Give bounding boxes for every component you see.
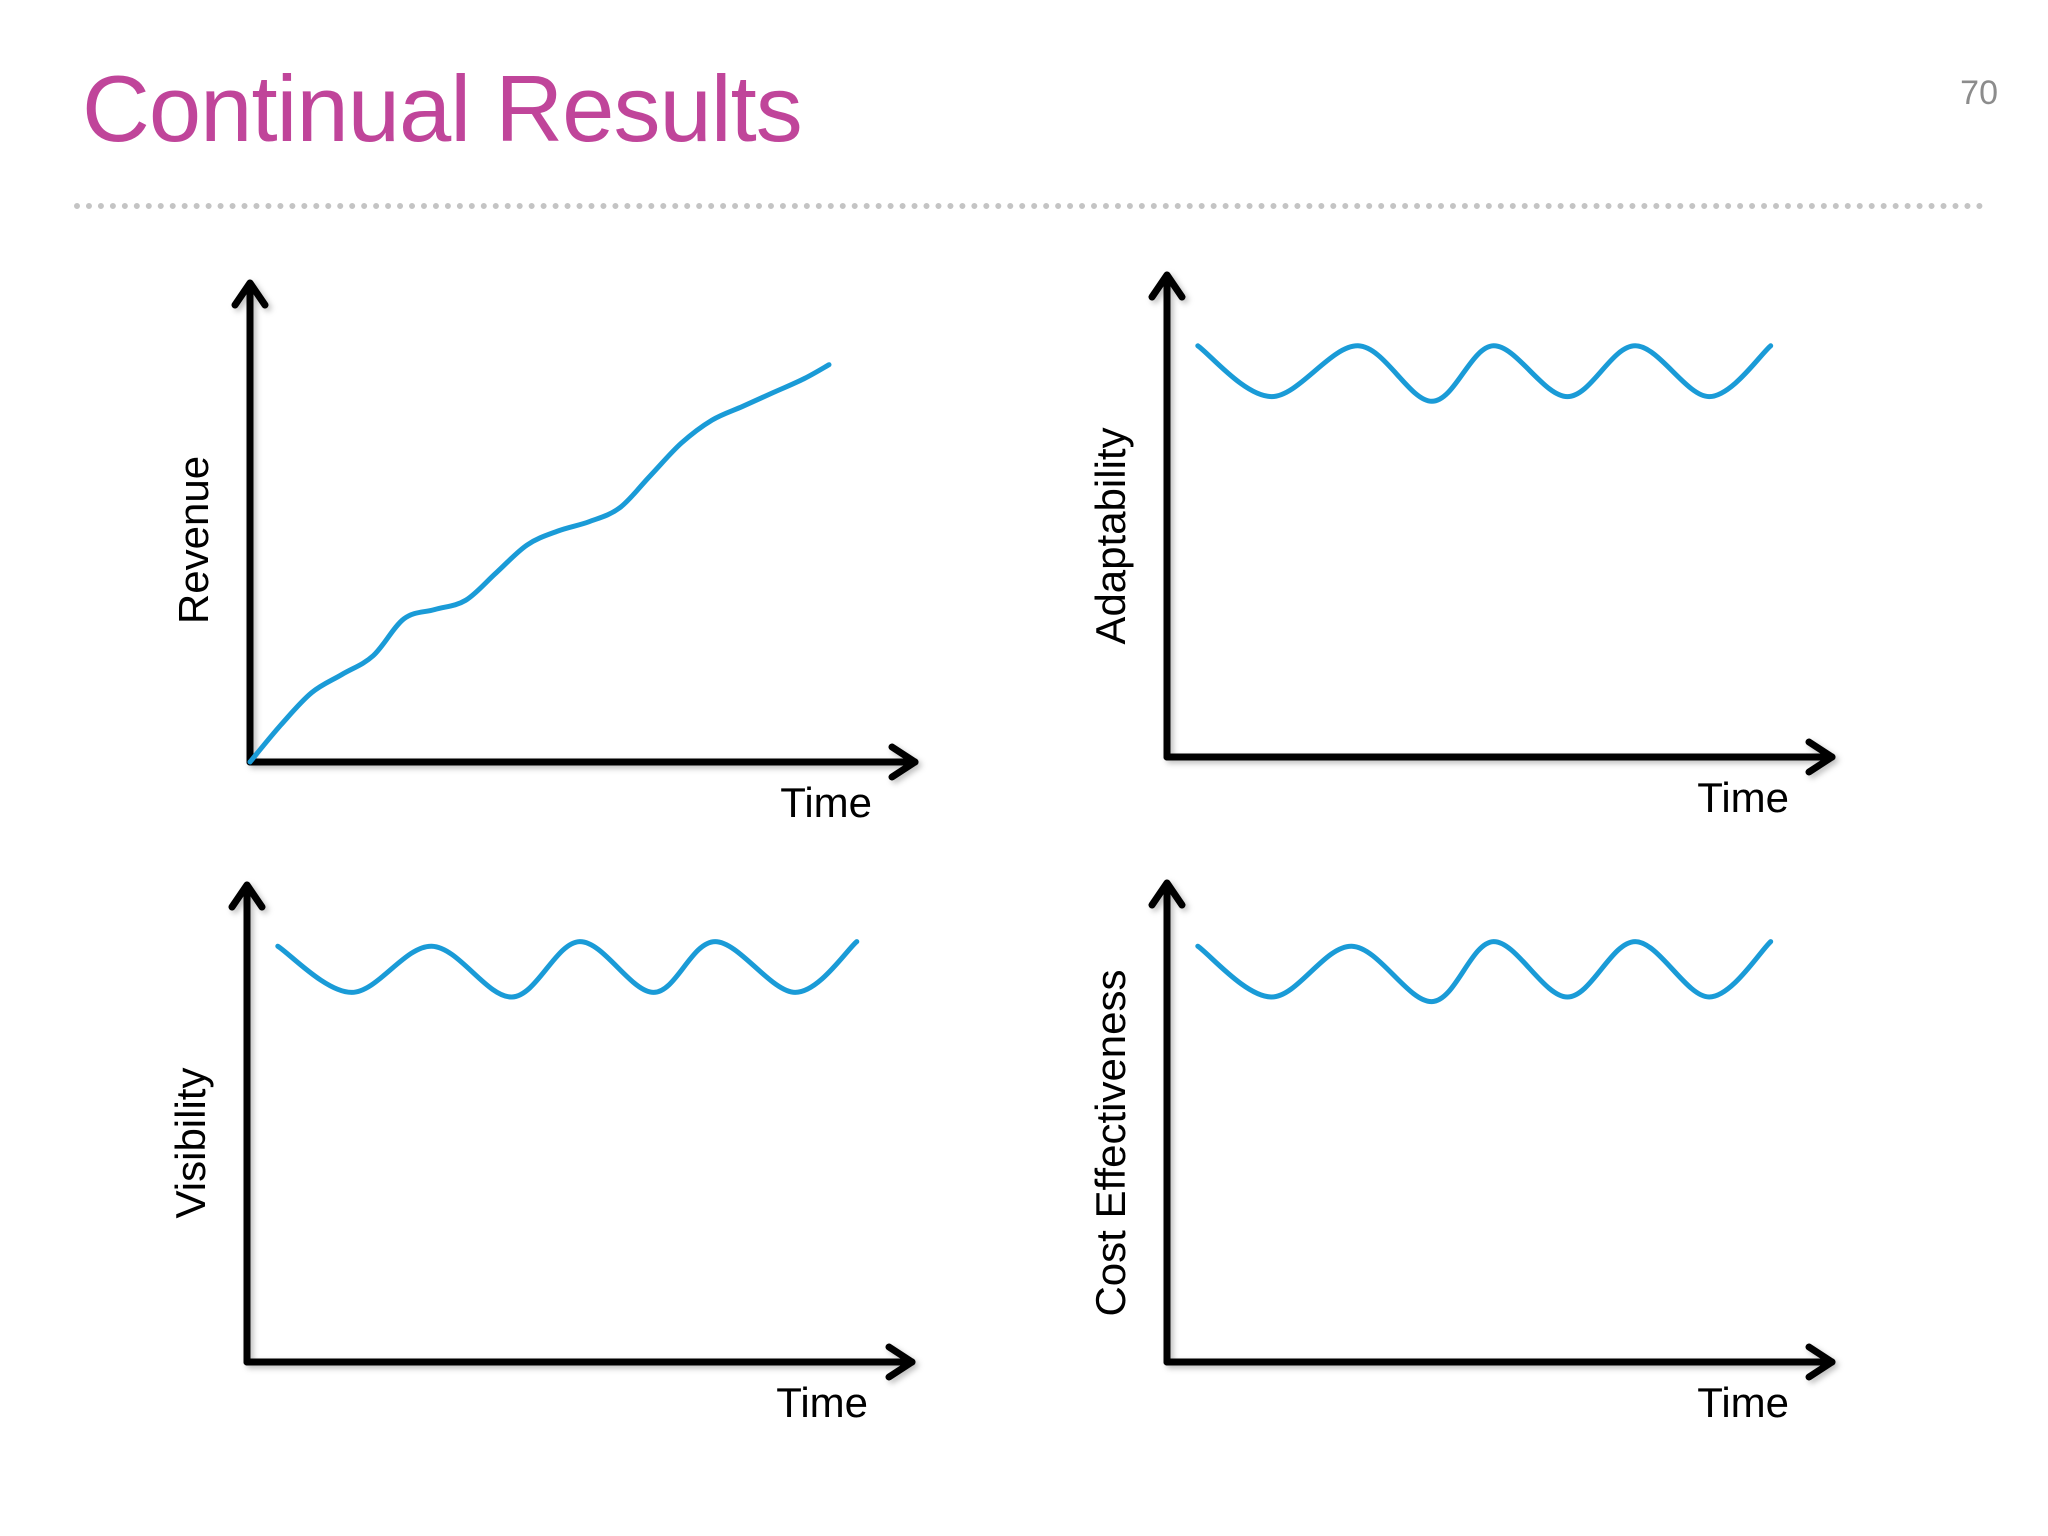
y-axis-label: Adaptability — [1087, 427, 1134, 644]
y-axis-arrowhead — [228, 881, 266, 911]
y-axis-arrowhead — [231, 279, 269, 309]
x-axis-label: Time — [776, 1379, 868, 1426]
chart-adaptability-axes — [1148, 271, 1836, 776]
x-axis-arrowhead — [1805, 1343, 1836, 1381]
y-axis-label: Cost Effectiveness — [1087, 969, 1134, 1316]
x-axis-label: Time — [780, 779, 872, 826]
y-axis-label: Revenue — [170, 456, 217, 624]
revenue-curve — [247, 362, 832, 765]
chart-revenue: Time Revenue — [170, 279, 919, 826]
y-axis-label: Visibility — [167, 1068, 214, 1219]
x-axis-label: Time — [1697, 1379, 1789, 1426]
x-axis-arrowhead — [885, 1343, 916, 1381]
title-divider — [74, 203, 1984, 209]
cost-effectiveness-curve — [1195, 939, 1774, 1005]
adaptability-curve — [1195, 343, 1774, 404]
chart-visibility-axes — [228, 881, 916, 1381]
chart-revenue-axes — [231, 279, 919, 781]
y-axis-arrowhead — [1148, 271, 1186, 301]
visibility-curve — [275, 939, 860, 1000]
x-axis-arrowhead — [1805, 738, 1836, 776]
page-number: 70 — [1960, 74, 1998, 112]
x-axis-arrowhead — [888, 743, 919, 781]
chart-adaptability: Time Adaptability — [1087, 271, 1836, 821]
chart-cost-effectiveness-axes — [1148, 879, 1836, 1381]
chart-cost-effectiveness: Time Cost Effectiveness — [1087, 879, 1836, 1426]
chart-visibility: Time Visibility — [167, 881, 916, 1426]
slide-title: Continual Results — [82, 56, 803, 161]
x-axis-label: Time — [1697, 774, 1789, 821]
y-axis-arrowhead — [1148, 879, 1186, 909]
